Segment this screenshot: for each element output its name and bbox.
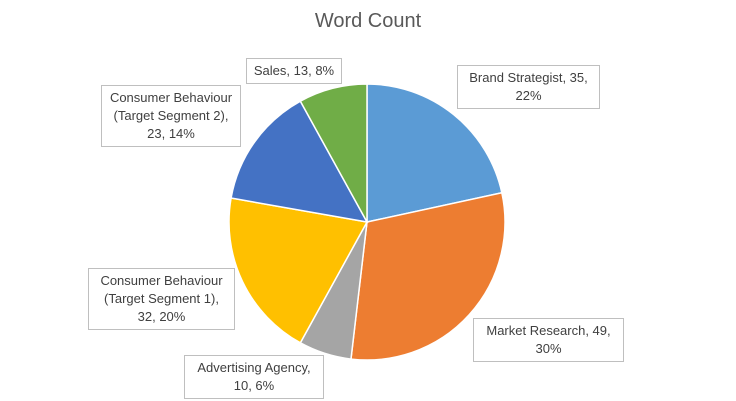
pie-slice [299, 83, 368, 223]
data-label: Market Research, 49, 30% [473, 318, 624, 362]
pie-slice [366, 83, 503, 223]
chart-title: Word Count [314, 10, 422, 32]
data-label: Advertising Agency, 10, 6% [184, 355, 324, 399]
pie-slice [228, 197, 369, 344]
pie-slice [230, 100, 369, 224]
data-label: Consumer Behaviour (Target Segment 2), 2… [101, 85, 241, 147]
pie-slice [350, 191, 506, 361]
data-label: Sales, 13, 8% [246, 58, 342, 84]
data-label: Brand Strategist, 35, 22% [457, 65, 600, 109]
data-label: Consumer Behaviour (Target Segment 1), 3… [88, 268, 235, 330]
